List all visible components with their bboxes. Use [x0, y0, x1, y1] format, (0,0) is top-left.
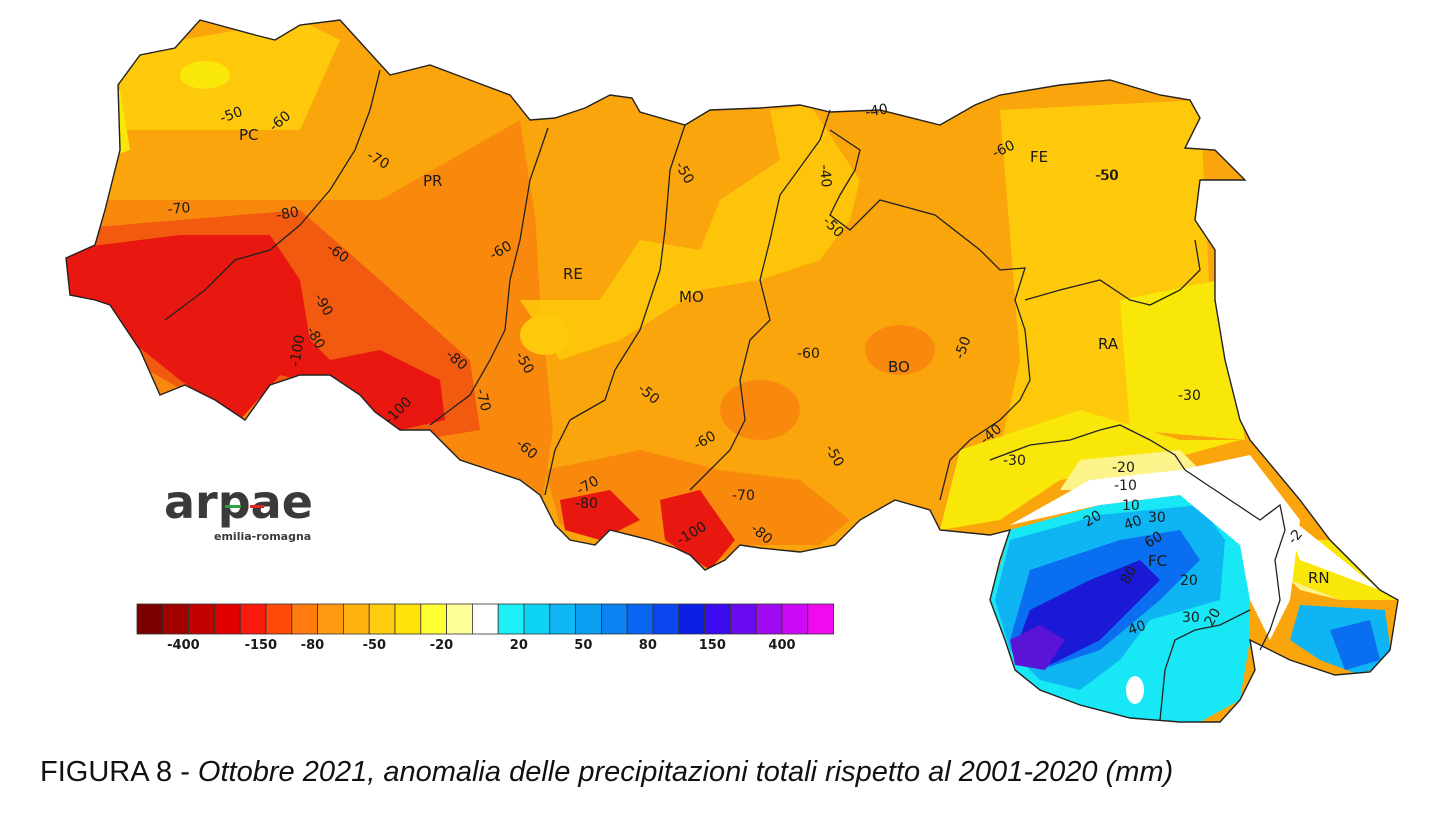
- legend-swatch: [291, 603, 318, 635]
- contour-label: 20: [1202, 606, 1225, 629]
- legend-tick-label: -400: [167, 638, 200, 653]
- legend-swatch: [730, 603, 757, 635]
- legend-swatch: [394, 603, 422, 635]
- arpae-logo: arpae emilia-romagna: [164, 475, 313, 543]
- caption-prefix: FIGURA 8 -: [40, 756, 198, 788]
- contour-label: 30: [1182, 610, 1200, 626]
- anomaly-map: PC PR RE MO BO FE RA FC RN -50 -60 -70 -…: [65, 19, 1399, 723]
- legend-swatch: [446, 603, 473, 635]
- legend-swatch: [188, 603, 215, 635]
- legend-swatch: [575, 603, 602, 635]
- contour-label: -80: [275, 204, 300, 224]
- province-label: FE: [1030, 148, 1048, 166]
- contour-label: -30: [1003, 453, 1026, 469]
- province-label: RA: [1098, 335, 1119, 353]
- province-label: RN: [1308, 569, 1330, 587]
- legend-swatch: [317, 603, 344, 635]
- logo-green-accent: [225, 505, 241, 508]
- contour-label: 10: [1122, 498, 1140, 514]
- province-label: MO: [679, 288, 704, 306]
- contour-label: 20: [1081, 508, 1104, 531]
- legend-swatch: [523, 603, 551, 635]
- contour-label: 60: [1142, 529, 1165, 552]
- legend-swatch: [471, 603, 499, 635]
- color-legend: -400 -150 -80 -50 -20 20 50 80 150 400: [136, 603, 834, 653]
- contour-label: -40: [864, 101, 889, 121]
- legend-swatch: [136, 603, 164, 635]
- contour-label: -70: [472, 387, 493, 413]
- legend-swatch: [755, 603, 783, 635]
- province-label: RE: [563, 265, 583, 283]
- legend-swatch: [549, 603, 576, 635]
- legend-swatch: [239, 603, 267, 635]
- contour-label: -70: [167, 200, 191, 218]
- legend-swatch: [213, 603, 241, 635]
- contour-label: -80: [575, 496, 598, 512]
- legend-tick-label: -150: [245, 638, 278, 653]
- contour-label: -50: [218, 104, 245, 127]
- province-label: BO: [888, 358, 910, 376]
- province-label: FC: [1148, 552, 1167, 570]
- legend-swatch: [781, 603, 809, 635]
- legend-swatch: [162, 603, 190, 635]
- contour-label: -40: [816, 164, 834, 188]
- contour-label: -70: [732, 488, 755, 504]
- contour-label: 20: [1180, 573, 1198, 589]
- contour-label: -50: [1095, 168, 1118, 184]
- caption-title: Ottobre 2021, anomalia delle precipitazi…: [197, 756, 1174, 788]
- legend-swatch: [626, 603, 654, 635]
- legend-swatch: [652, 603, 680, 635]
- legend-swatch: [601, 603, 628, 635]
- contour-label: -30: [1178, 388, 1201, 404]
- legend-tick-label: 400: [768, 638, 795, 653]
- legend-swatch: [265, 603, 293, 635]
- legend-tick-label: -50: [363, 638, 387, 653]
- region-outline: [65, 19, 1399, 723]
- province-label: PC: [239, 126, 259, 144]
- contour-label: 40: [1126, 618, 1148, 639]
- legend-swatch: [807, 603, 834, 635]
- logo-wordmark: arpae: [164, 475, 313, 529]
- contour-label: -10: [1114, 478, 1137, 494]
- legend-tick-label: -80: [301, 638, 325, 653]
- contour-label: -50: [1096, 168, 1119, 184]
- legend-tick-label: 150: [699, 638, 726, 653]
- contour-label: 40: [1122, 513, 1144, 534]
- precipitation-anomaly-field: [66, 20, 1398, 722]
- legend-tick-label: -20: [430, 638, 454, 653]
- legend-tick-label: 80: [639, 638, 657, 653]
- province-label: PR: [423, 172, 442, 190]
- contour-label: 80: [1118, 564, 1141, 587]
- province-boundaries: [164, 69, 1286, 721]
- province-labels: PC PR RE MO BO FE RA FC RN: [239, 126, 1330, 587]
- legend-swatch: [678, 603, 705, 635]
- legend-swatch: [342, 603, 370, 635]
- legend-swatch: [420, 603, 447, 635]
- contour-label: -20: [1112, 460, 1135, 476]
- contour-label: -60: [797, 346, 820, 362]
- legend-swatch: [497, 603, 525, 635]
- legend-swatch: [368, 603, 396, 635]
- contour-label: -50: [952, 334, 975, 361]
- contour-label: -100: [287, 334, 308, 368]
- legend-tick-label: 50: [574, 638, 592, 653]
- logo-subtitle: emilia-romagna: [214, 530, 311, 543]
- legend-tick-label: 20: [510, 638, 528, 653]
- legend-swatch: [704, 603, 731, 635]
- contour-label: 30: [1148, 510, 1166, 526]
- figure-caption: FIGURA 8 - Ottobre 2021, anomalia delle …: [40, 756, 1173, 789]
- logo-red-accent: [250, 505, 264, 508]
